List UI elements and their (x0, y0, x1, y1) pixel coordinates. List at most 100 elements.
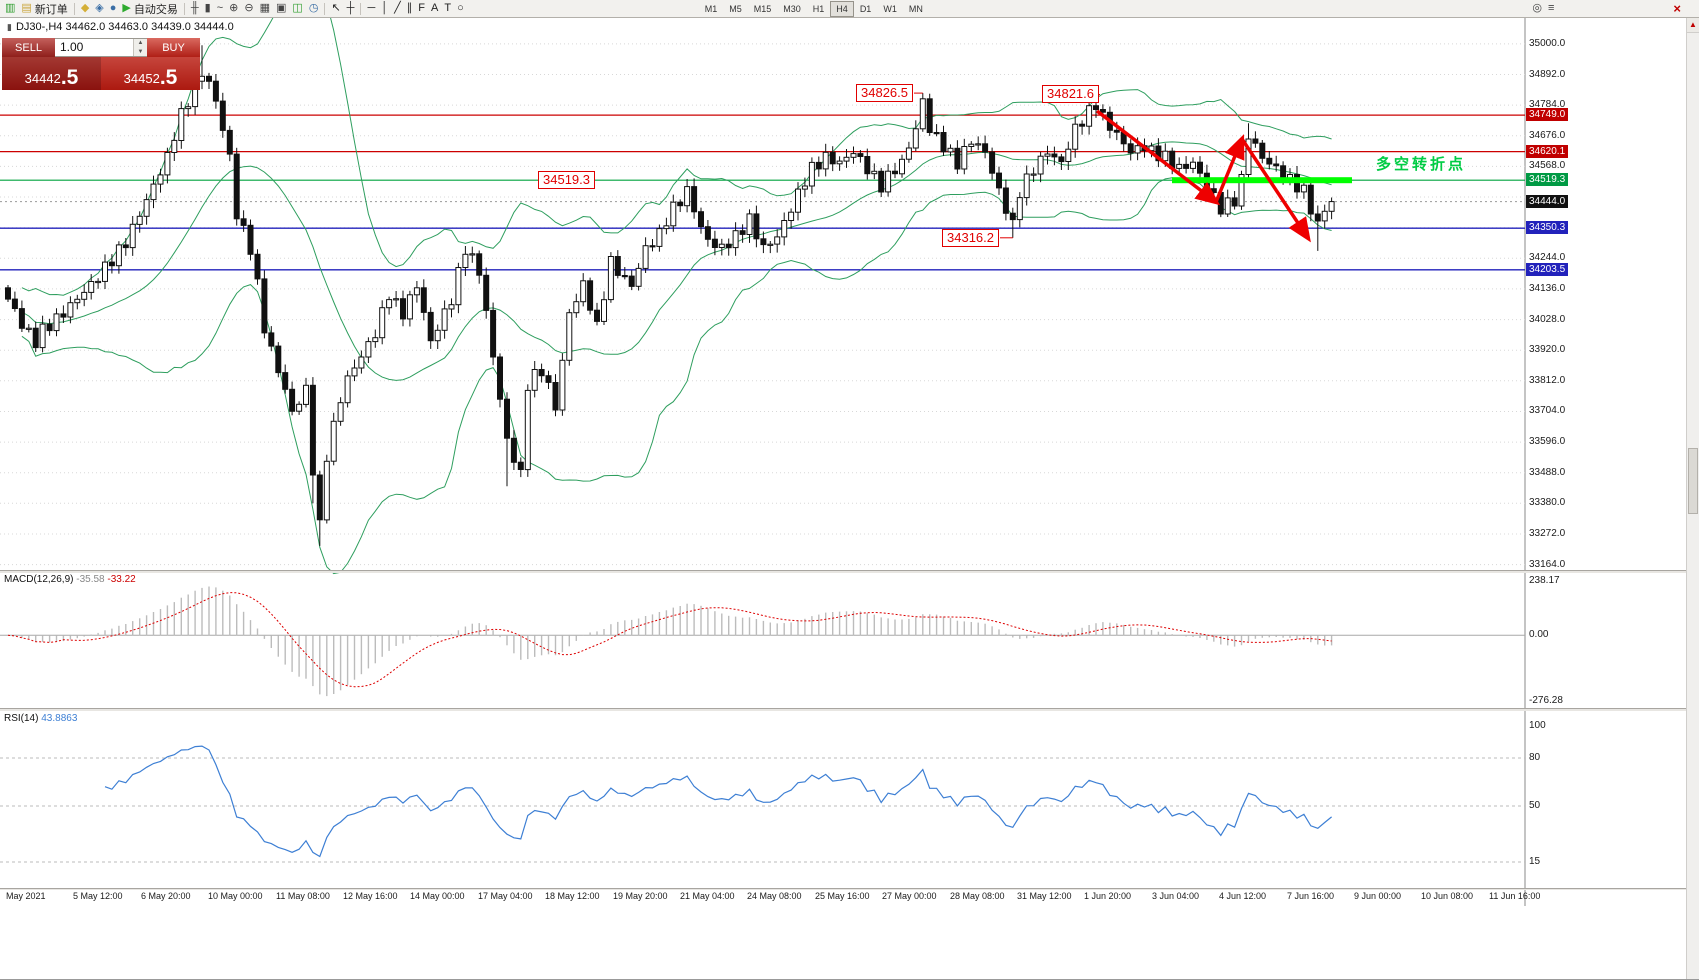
time-axis-border (0, 888, 1699, 890)
price-axis-tick: 33164.0 (1529, 559, 1566, 570)
price-axis-tick: 34028.0 (1529, 314, 1566, 325)
zoom-in-icon[interactable]: ⊕ (226, 1, 241, 16)
trendline-tool-icon[interactable]: ╱ (391, 1, 404, 16)
timeframe-h4[interactable]: H4 (830, 0, 854, 17)
new-chart-icon: ◫ (292, 2, 303, 14)
timeframe-m15[interactable]: M15 (753, 3, 772, 14)
hline-tool-icon[interactable]: ─ (364, 1, 378, 16)
zoom-in-icon: ⊕ (229, 2, 239, 14)
tile-windows-icon[interactable]: ▣ (273, 1, 289, 16)
volume-stepper[interactable]: ▲ ▼ (133, 39, 147, 56)
timeframe-d1[interactable]: D1 (859, 3, 872, 14)
new-chart-icon[interactable]: ◫ (289, 1, 305, 16)
refresh-icon: ◷ (308, 2, 319, 14)
navigator-icon: ● (109, 2, 117, 14)
price-tag-34350.3: 34350.3 (1526, 221, 1569, 234)
sell-price[interactable]: 34442.5 (2, 57, 101, 90)
label-tool-icon[interactable]: T (441, 1, 454, 16)
buy-price[interactable]: 34452.5 (101, 57, 200, 90)
volume-value[interactable]: 1.00 (60, 40, 84, 54)
toolbar-separator (360, 2, 362, 15)
price-axis-tick: 33812.0 (1529, 375, 1566, 386)
navigator-icon[interactable]: ● (107, 1, 120, 16)
sell-button[interactable]: SELL (2, 38, 55, 57)
chart-window-icon: ▥ (5, 2, 16, 14)
annotation-price-tag[interactable]: 34826.5 (856, 84, 913, 102)
new-order-button[interactable]: ▤ 新订单 (18, 1, 70, 16)
rsi-scale-100: 100 (1529, 720, 1546, 731)
volume-up-icon[interactable]: ▲ (134, 39, 147, 48)
time-axis-label: 4 Jun 12:00 (1219, 891, 1267, 901)
bar-chart-icon: ╫ (190, 2, 199, 14)
time-axis-label: 9 Jun 00:00 (1354, 891, 1402, 901)
crosshair-icon[interactable]: ┼ (344, 1, 358, 16)
rsi-scale-80: 80 (1529, 752, 1541, 763)
time-axis-label: 18 May 12:00 (545, 891, 600, 901)
close-icon[interactable]: × (1673, 1, 1681, 16)
price-axis-tick: 34892.0 (1529, 69, 1566, 80)
cursor-icon[interactable]: ↖ (328, 1, 343, 16)
vertical-scrollbar[interactable]: ▲ (1686, 18, 1699, 979)
panel-splitter[interactable] (0, 570, 1699, 573)
line-chart-icon: ~ (216, 2, 224, 14)
panel-splitter[interactable] (0, 708, 1699, 711)
grid-icon[interactable]: ▦ (257, 1, 273, 16)
timeframe-h1[interactable]: H1 (812, 3, 825, 14)
timeframe-mn[interactable]: MN (908, 3, 923, 14)
price-axis-tick: 33920.0 (1529, 344, 1566, 355)
line-chart-icon[interactable]: ~ (214, 1, 226, 16)
toolbar-separator (324, 2, 326, 15)
time-axis-label: 11 Jun 16:00 (1489, 891, 1541, 901)
zoom-out-icon: ⊖ (244, 2, 254, 14)
hline-tool-icon: ─ (367, 2, 376, 14)
text-tool-icon[interactable]: A (428, 1, 441, 16)
time-axis-label: 10 May 00:00 (208, 891, 263, 901)
candlestick-chart-icon[interactable]: ▮ (202, 1, 214, 16)
refresh-icon[interactable]: ◷ (306, 1, 322, 16)
timeframe-w1[interactable]: W1 (883, 3, 897, 14)
market-watch-icon[interactable]: ◆ (78, 1, 92, 16)
timeframe-m1[interactable]: M1 (704, 3, 718, 14)
toolbar: ▥ ▤ 新订单 ◆ ◈ ● ▶ 自动交易 ╫ ▮ ~ ⊕ ⊖ ▦ ▣ ◫ ◷ ↖ ┼ ─ │ ╱ ∥ F A T ○ M1 M5 M15 M… (0, 0, 1699, 18)
volume-down-icon[interactable]: ▼ (134, 47, 147, 56)
macd-scale-zero: 0.00 (1529, 629, 1549, 640)
time-axis-label: 5 May 12:00 (73, 891, 123, 901)
rsi-label: RSI(14) 43.8863 (4, 713, 78, 724)
tile-windows-icon: ▣ (276, 2, 287, 14)
annotation-price-tag[interactable]: 34821.6 (1042, 85, 1099, 103)
note-annotation[interactable]: 多空转折点 (1376, 156, 1467, 173)
timeframe-m30[interactable]: M30 (783, 3, 801, 14)
annotation-price-tag[interactable]: 34519.3 (538, 171, 595, 189)
annotation-price-tag[interactable]: 34316.2 (942, 229, 999, 247)
chart-window-icon[interactable]: ▥ (2, 1, 18, 16)
data-window-icon[interactable]: ◈ (92, 1, 106, 16)
buy-button[interactable]: BUY (147, 38, 200, 57)
price-axis-tick: 33272.0 (1529, 528, 1566, 539)
price-axis-tick: 34136.0 (1529, 283, 1566, 294)
search-icon[interactable]: ◎ (1529, 1, 1545, 16)
timeframe-group: M1 M5 M15 M30 H1 H4 D1 W1 MN (699, 0, 929, 17)
fibonacci-tool-icon[interactable]: F (415, 1, 428, 16)
shapes-tool-icon[interactable]: ○ (454, 1, 467, 16)
time-axis-label: 7 Jun 16:00 (1287, 891, 1335, 901)
channel-tool-icon[interactable]: ∥ (404, 1, 416, 16)
autotrading-button[interactable]: ▶ 自动交易 (119, 1, 180, 16)
data-window-icon: ◈ (95, 2, 104, 14)
chart-list-icon[interactable]: ≡ (1545, 1, 1557, 16)
new-order-button-label: 新订单 (34, 3, 68, 16)
zoom-out-icon[interactable]: ⊖ (241, 1, 256, 16)
time-axis-label: 28 May 08:00 (950, 891, 1005, 901)
volume-field[interactable]: 1.00 ▲ ▼ (55, 38, 147, 57)
scroll-up-icon[interactable]: ▲ (1687, 18, 1699, 33)
toolbar-separator (73, 2, 75, 15)
price-main: 34452 (123, 71, 160, 86)
price-tag-34749.0: 34749.0 (1526, 108, 1569, 121)
vline-tool-icon[interactable]: │ (378, 1, 391, 16)
new-order-button: ▤ (21, 2, 32, 14)
timeframe-m5[interactable]: M5 (729, 3, 742, 14)
price-tag-34519.3: 34519.3 (1526, 173, 1569, 186)
bar-chart-icon[interactable]: ╫ (188, 1, 202, 16)
scrollbar-thumb[interactable] (1688, 448, 1698, 514)
time-axis-label: 6 May 20:00 (141, 891, 191, 901)
